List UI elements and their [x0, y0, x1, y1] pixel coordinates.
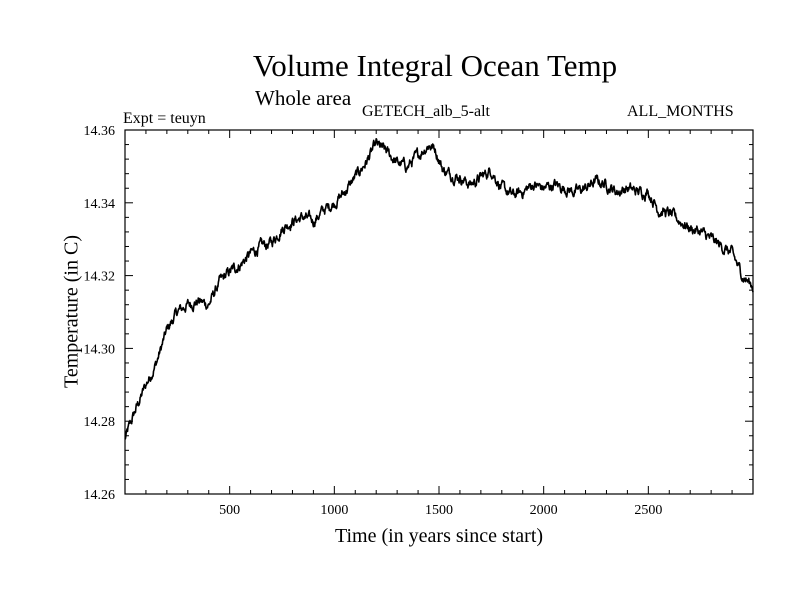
y-tick-label: 14.26 — [84, 488, 116, 503]
temperature-series-line — [124, 138, 754, 440]
x-tick-label: 2500 — [634, 503, 662, 518]
x-tick-label: 500 — [219, 503, 240, 518]
chart-title: Volume Integral Ocean Temp — [252, 48, 618, 83]
x-tick-label: 1500 — [425, 503, 453, 518]
y-tick-label: 14.28 — [84, 415, 116, 430]
x-tick-label: 1000 — [320, 503, 348, 518]
y-tick-label: 14.34 — [84, 197, 116, 212]
y-tick-label: 14.30 — [84, 342, 116, 357]
experiment-label: Expt = teuyn — [123, 110, 206, 127]
plot-frame — [124, 129, 754, 495]
y-tick-label: 14.32 — [84, 270, 116, 285]
y-tick-label: 14.36 — [84, 124, 116, 139]
x-axis-label: Time (in years since start) — [334, 525, 544, 547]
x-tick-label: 2000 — [530, 503, 558, 518]
run-name-label: GETECH_alb_5-alt — [362, 103, 490, 120]
months-label: ALL_MONTHS — [627, 103, 734, 120]
chart-subtitle: Whole area — [255, 86, 352, 110]
